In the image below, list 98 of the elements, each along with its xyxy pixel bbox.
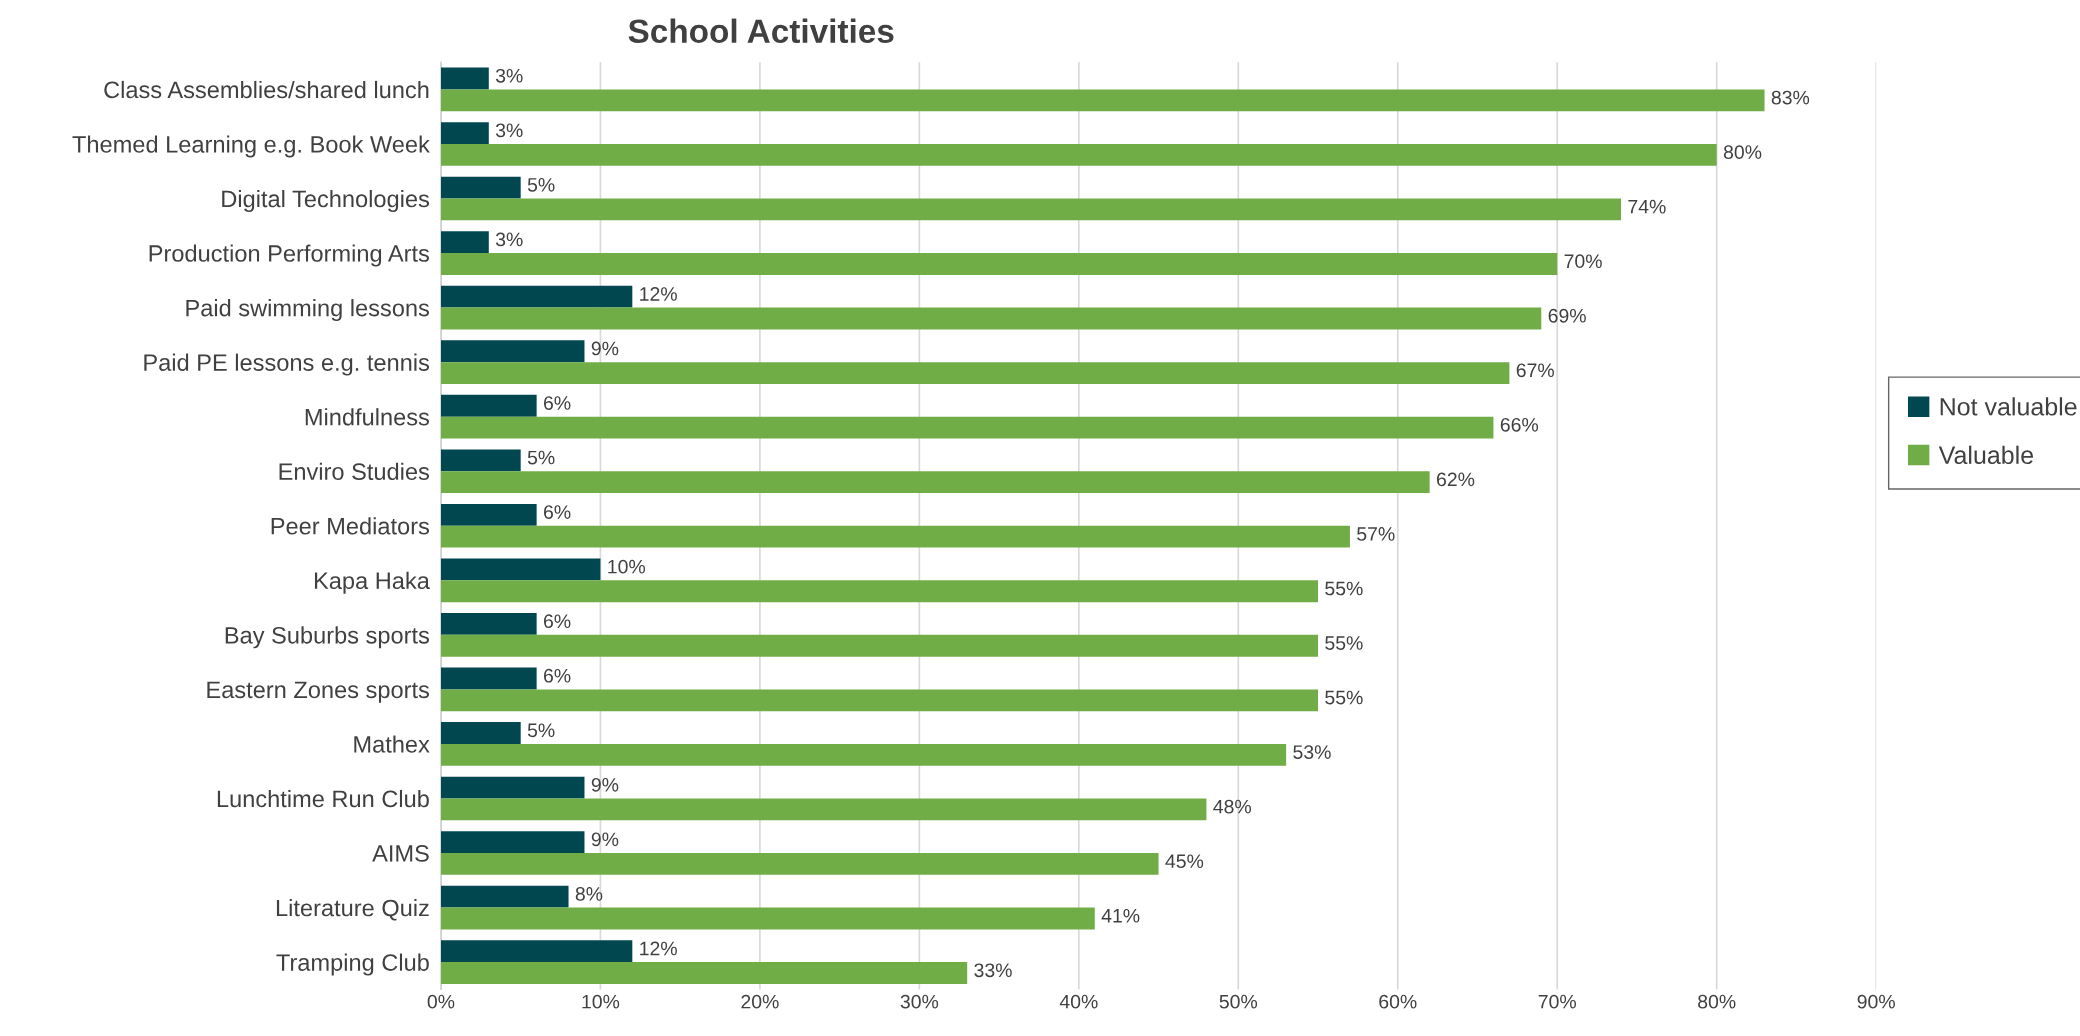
y-tick-label: Bay Suburbs sports (225, 626, 430, 649)
x-tick-label: 80% (1698, 994, 1736, 1009)
data-label: 6% (544, 614, 571, 629)
bar (440, 776, 585, 799)
bar (440, 667, 537, 690)
bar (440, 416, 1494, 439)
bar (440, 449, 521, 472)
bar (440, 253, 1558, 275)
bar (440, 558, 601, 581)
data-label: 83% (1771, 90, 1810, 105)
bar (440, 525, 1350, 548)
x-tick-label: 60% (1379, 994, 1417, 1009)
bar (440, 962, 968, 984)
data-label: 6% (544, 668, 571, 683)
bar (440, 722, 521, 744)
x-tick-label: 30% (900, 994, 939, 1009)
data-label: 74% (1628, 199, 1666, 214)
y-tick-label: Enviro Studies (279, 462, 429, 481)
y-tick-label: Literature Quiz (276, 899, 429, 921)
data-label: 55% (1325, 581, 1363, 596)
y-tick-label: Mathex (354, 735, 430, 753)
data-label: 12% (640, 941, 677, 956)
y-tick-label: Mindfulness (305, 408, 429, 426)
data-label: 45% (1165, 854, 1204, 869)
data-label: 9% (591, 777, 619, 792)
bar (440, 689, 1319, 712)
x-tick-label: 20% (741, 994, 779, 1009)
data-label: 5% (527, 178, 555, 192)
data-label: 55% (1325, 690, 1363, 705)
bar (440, 613, 537, 635)
data-label: 9% (591, 341, 619, 356)
data-label: 6% (544, 505, 571, 519)
data-label: 66% (1500, 417, 1539, 432)
bar (440, 634, 1319, 657)
data-label: 6% (544, 396, 571, 410)
x-tick-label: 90% (1857, 994, 1895, 1009)
bar (440, 940, 633, 963)
bar (440, 143, 1717, 166)
data-label: 62% (1437, 472, 1475, 487)
chart-title: School Activities (628, 18, 894, 44)
bar (440, 580, 1319, 603)
data-label: 33% (974, 963, 1012, 978)
data-label: 57% (1357, 527, 1395, 541)
bar (440, 176, 521, 199)
data-label: 3% (495, 232, 523, 247)
data-label: 10% (608, 559, 646, 574)
bar (440, 198, 1622, 221)
bar (440, 307, 1542, 330)
data-label: 70% (1564, 254, 1602, 269)
bar (440, 89, 1765, 112)
data-label: 8% (575, 887, 603, 901)
y-tick-label: Production Performing Arts (149, 244, 430, 267)
legend-label: Valuable (1938, 445, 2034, 465)
bar (440, 831, 585, 854)
x-tick-label: 50% (1219, 994, 1258, 1009)
y-tick-label: AIMS (372, 845, 429, 862)
data-label: 3% (495, 123, 523, 138)
data-label: 69% (1548, 308, 1586, 323)
y-tick-label: Paid swimming lessons (186, 299, 430, 322)
bar (440, 853, 1159, 875)
y-tick-label: Themed Learning e.g. Book Week (72, 135, 430, 158)
data-label: 5% (527, 450, 555, 465)
data-label: 41% (1101, 908, 1140, 923)
bar (440, 743, 1287, 766)
y-tick-label: Digital Technologies (222, 189, 430, 212)
bar (440, 471, 1430, 494)
bar (440, 67, 489, 90)
y-tick-label: Eastern Zones sports (207, 681, 430, 703)
bar (440, 394, 537, 417)
data-label: 48% (1213, 799, 1251, 814)
y-tick-label: Paid PE lessons e.g. tennis (144, 353, 430, 376)
data-label: 12% (640, 287, 677, 301)
bar (440, 231, 489, 254)
y-tick-label: Lunchtime Run Club (217, 789, 429, 808)
data-label: 3% (495, 68, 523, 83)
legend-label: Not valuable (1940, 397, 2077, 416)
data-label: 9% (591, 832, 619, 847)
bar (440, 340, 585, 363)
x-tick-label: 70% (1538, 994, 1576, 1009)
bar (440, 798, 1207, 821)
data-label: 55% (1325, 636, 1363, 650)
y-tick-label: Tramping Club (276, 953, 429, 976)
bar (440, 285, 633, 308)
data-label: 53% (1293, 745, 1331, 759)
x-tick-label: 40% (1059, 994, 1098, 1009)
bar (440, 907, 1095, 930)
y-tick-label: Class Assemblies/shared lunch (104, 80, 429, 99)
y-tick-label: Peer Mediators (271, 517, 430, 535)
x-tick-label: 10% (582, 994, 620, 1009)
data-label: 5% (527, 723, 555, 738)
bar (440, 503, 537, 526)
bar (440, 362, 1510, 384)
data-label: 80% (1723, 145, 1762, 160)
x-tick-label: 0% (427, 994, 455, 1009)
data-label: 67% (1516, 363, 1554, 378)
y-tick-label: Kapa Haka (314, 571, 430, 594)
bar (440, 122, 489, 144)
bar (440, 885, 569, 908)
